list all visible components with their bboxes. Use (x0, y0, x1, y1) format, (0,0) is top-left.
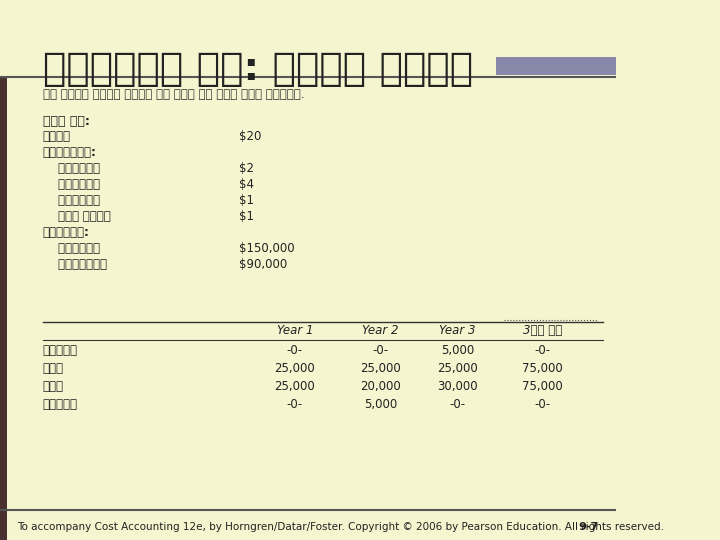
Text: Year 2: Year 2 (362, 324, 399, 337)
Text: $150,000: $150,000 (239, 242, 295, 255)
Text: 직접재료원시: 직접재료원시 (42, 162, 100, 175)
Text: 25,000: 25,000 (360, 362, 401, 375)
Text: 25,000: 25,000 (437, 362, 478, 375)
Text: $4: $4 (239, 178, 254, 191)
Text: 3년간 합계: 3년간 합계 (523, 324, 562, 337)
Text: 신은 메리에게 명확하게 설명하기 위해 다음과 같은 기본적 자료를 수집하였다.: 신은 메리에게 명확하게 설명하기 위해 다음과 같은 기본적 자료를 수집하였… (42, 88, 305, 101)
Text: 제조간접원시: 제조간접원시 (42, 194, 100, 207)
Text: 9-7: 9-7 (578, 522, 598, 532)
Text: 연간고정원가:: 연간고정원가: (42, 226, 89, 239)
Text: -0-: -0- (287, 344, 303, 357)
Text: 5,000: 5,000 (441, 344, 474, 357)
Text: $90,000: $90,000 (239, 258, 287, 271)
Text: To accompany Cost Accounting 12e, by Horngren/Datar/Foster. Copyright © 2006 by : To accompany Cost Accounting 12e, by Hor… (17, 522, 664, 532)
Text: 판매량: 판매량 (42, 380, 64, 393)
Text: 기본적 자료:: 기본적 자료: (42, 115, 89, 128)
Text: $2: $2 (239, 162, 254, 175)
Text: 25,000: 25,000 (274, 380, 315, 393)
Text: 기초재고량: 기초재고량 (42, 344, 78, 357)
Text: 판매비와관리비: 판매비와관리비 (42, 258, 107, 271)
Text: -0-: -0- (449, 398, 465, 411)
Text: 제조간접원가: 제조간접원가 (42, 242, 100, 255)
Text: $1: $1 (239, 194, 254, 207)
Text: 변동원가계산 사례: 에메랄드 니트웨어: 변동원가계산 사례: 에메랄드 니트웨어 (42, 50, 473, 88)
FancyBboxPatch shape (496, 57, 616, 75)
Text: 직접노무원가: 직접노무원가 (42, 178, 100, 191)
Text: $1: $1 (239, 210, 254, 223)
Text: 단위당변동원가:: 단위당변동원가: (42, 146, 96, 159)
Text: Year 1: Year 1 (276, 324, 313, 337)
Text: 기말재고량: 기말재고량 (42, 398, 78, 411)
Text: 20,000: 20,000 (360, 380, 401, 393)
Text: -0-: -0- (535, 398, 551, 411)
Text: 25,000: 25,000 (274, 362, 315, 375)
Text: -0-: -0- (372, 344, 389, 357)
Text: 판매단가: 판매단가 (42, 130, 71, 143)
Text: 30,000: 30,000 (437, 380, 477, 393)
FancyBboxPatch shape (0, 77, 6, 540)
Text: -0-: -0- (287, 398, 303, 411)
Text: Year 3: Year 3 (439, 324, 476, 337)
Text: 75,000: 75,000 (523, 380, 563, 393)
Text: 5,000: 5,000 (364, 398, 397, 411)
Text: -0-: -0- (535, 344, 551, 357)
Text: 판매비 와관리비: 판매비 와관리비 (42, 210, 110, 223)
Text: 75,000: 75,000 (523, 362, 563, 375)
Text: $20: $20 (239, 130, 262, 143)
Text: 생산량: 생산량 (42, 362, 64, 375)
